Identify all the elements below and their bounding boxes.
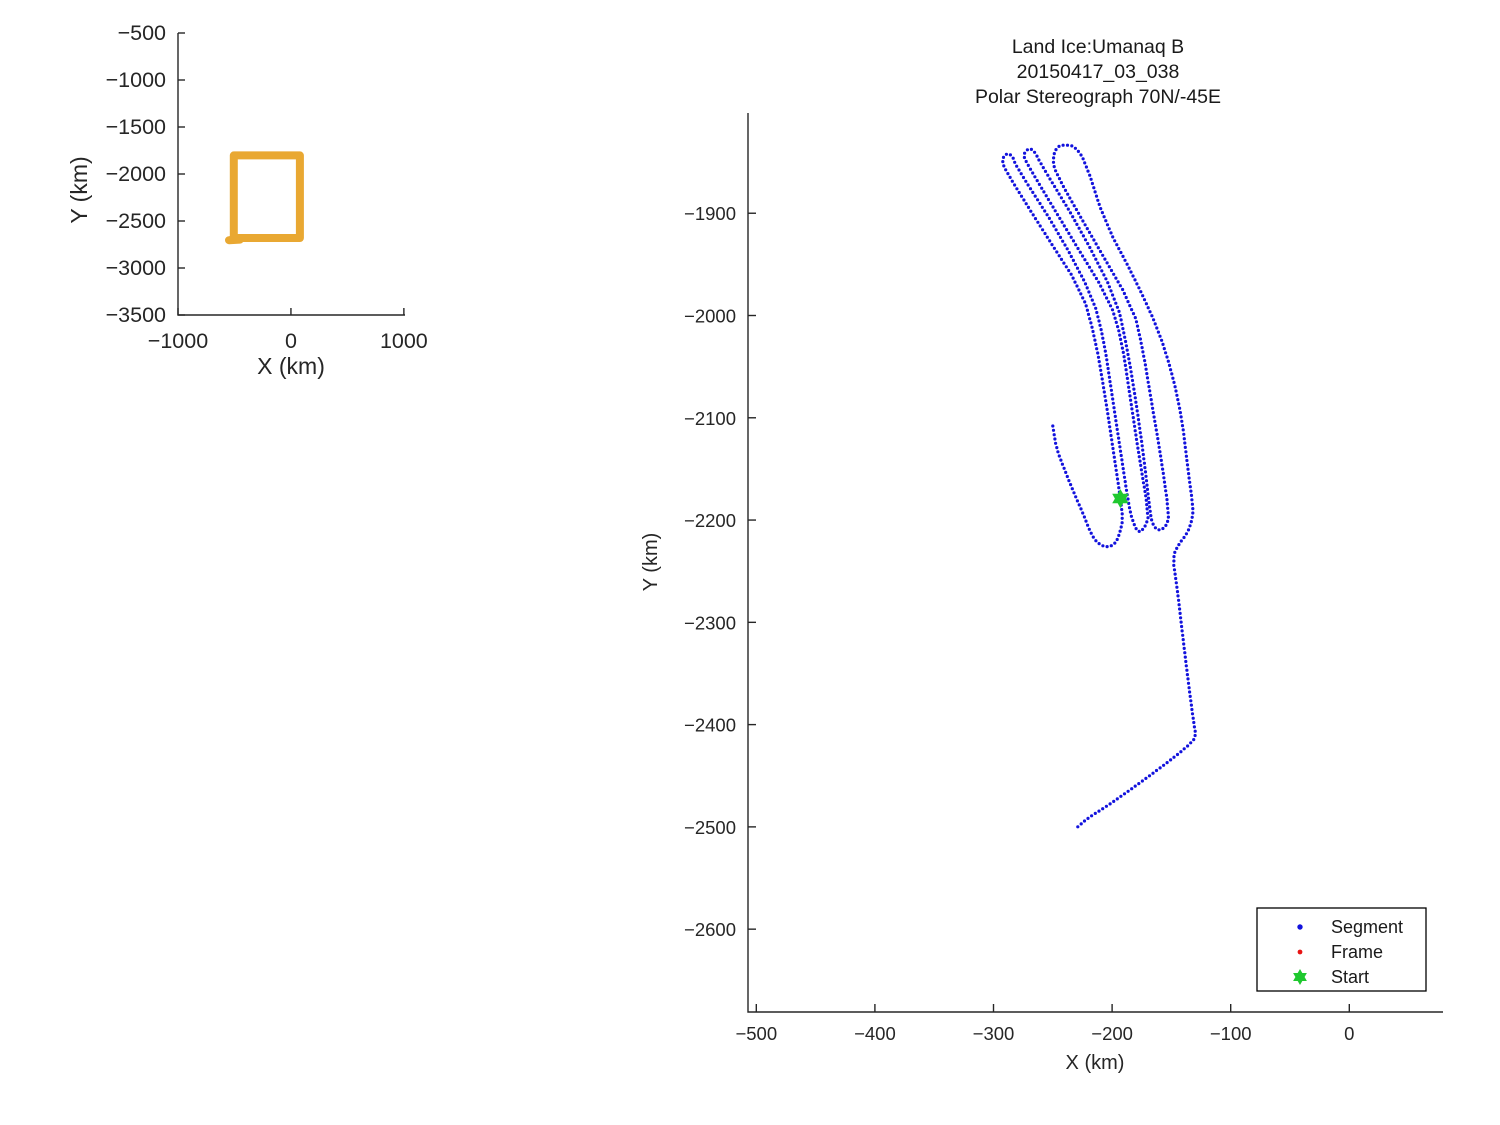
start-marker — [1112, 489, 1129, 509]
y-tick-label: −1000 — [106, 68, 166, 92]
main-axes: −500 −400 −300 −200 −100 0 −2600 −2500 −2400 −230… — [684, 113, 1443, 1044]
x-ticks: −500 −400 −300 −200 −100 0 — [735, 1004, 1354, 1044]
y-tick-label: −2500 — [684, 817, 736, 838]
main-yaxis-label: Y (km) — [640, 533, 662, 592]
x-tick-label: 0 — [285, 329, 297, 353]
x-ticks: −1000 0 1000 — [148, 308, 428, 353]
legend-label-frame: Frame — [1331, 942, 1383, 962]
legend-item-frame: Frame — [1297, 942, 1383, 962]
x-tick-label: −300 — [973, 1023, 1015, 1044]
main-title-line-2: 20150417_03_038 — [1017, 61, 1180, 83]
y-tick-label: −3000 — [106, 256, 166, 280]
legend: Segment Frame Start — [1256, 907, 1427, 992]
segment-track-dots — [1001, 143, 1197, 829]
y-tick-label: −2000 — [106, 162, 166, 186]
y-tick-label: −1900 — [684, 203, 736, 224]
coverage-outline — [229, 151, 304, 242]
x-tick-label: −1000 — [148, 329, 208, 353]
legend-item-start: Start — [1293, 967, 1369, 987]
y-ticks: −2600 −2500 −2400 −2300 −2200 −2100 −2000 −1900 — [684, 203, 756, 940]
x-tick-label: −200 — [1091, 1023, 1133, 1044]
y-tick-label: −3500 — [106, 303, 166, 327]
overview-xaxis-label: X (km) — [257, 353, 325, 379]
x-tick-label: −500 — [735, 1023, 777, 1044]
x-tick-label: 1000 — [380, 329, 428, 353]
y-tick-label: −1500 — [106, 115, 166, 139]
y-tick-label: −2300 — [684, 612, 736, 633]
legend-box — [1256, 907, 1427, 992]
main-xaxis-label: X (km) — [1066, 1052, 1125, 1074]
legend-label-start: Start — [1331, 967, 1369, 987]
y-tick-label: −500 — [118, 21, 166, 45]
axes-spines — [177, 33, 405, 316]
y-tick-label: −2100 — [684, 408, 736, 429]
overview-axes: −1000 0 1000−500−1000−1500−2000−2500−3000−… — [106, 21, 428, 353]
legend-segment-marker-icon — [1297, 924, 1303, 930]
legend-label-segment: Segment — [1331, 917, 1403, 937]
legend-frame-marker-icon — [1297, 949, 1303, 955]
axes-spines — [747, 113, 1443, 1013]
x-tick-label: −400 — [854, 1023, 896, 1044]
coverage-outline-lip — [225, 235, 244, 245]
x-tick-label: 0 — [1344, 1023, 1354, 1044]
legend-item-segment: Segment — [1297, 917, 1403, 937]
main-title-line-3: Polar Stereograph 70N/-45E — [975, 86, 1221, 108]
y-tick-label: −2600 — [684, 919, 736, 940]
overview-yaxis-label: Y (km) — [66, 156, 92, 223]
y-ticks: −500 −1000 −1500 −2000 −2500 −3000 −3500 — [106, 21, 185, 327]
legend-start-marker-icon — [1293, 969, 1307, 985]
y-tick-label: −2200 — [684, 510, 736, 531]
y-tick-label: −2500 — [106, 209, 166, 233]
y-tick-label: −2400 — [684, 715, 736, 736]
y-tick-label: −2000 — [684, 306, 736, 327]
main-title-line-1: Land Ice:Umanaq B — [1012, 36, 1184, 58]
x-tick-label: −100 — [1210, 1023, 1252, 1044]
